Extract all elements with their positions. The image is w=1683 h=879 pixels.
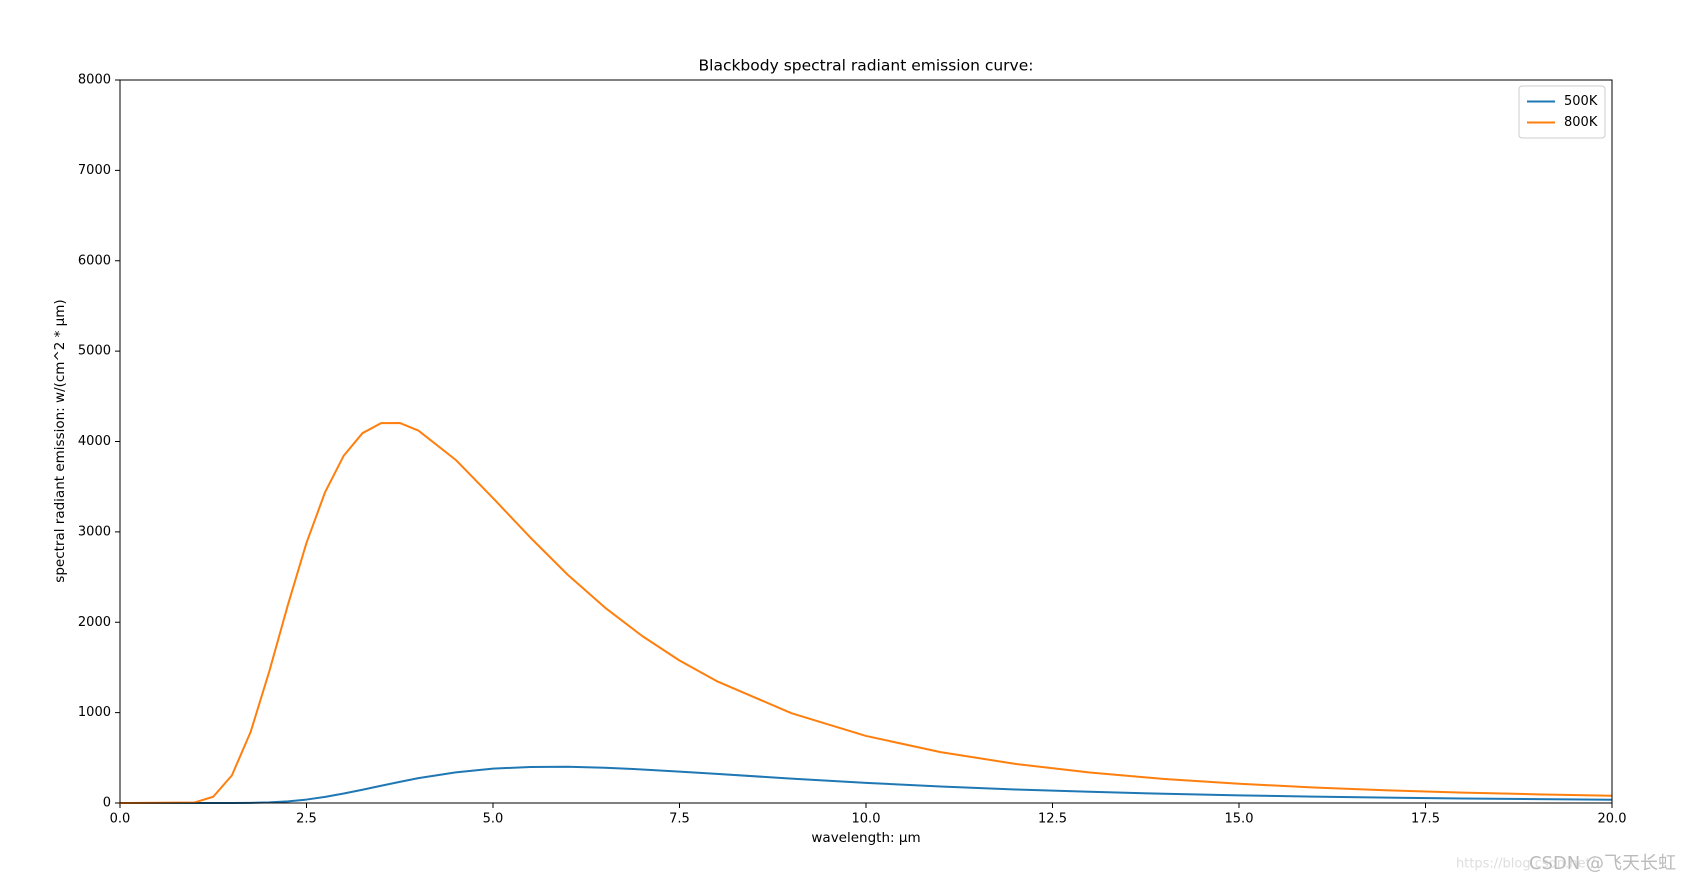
chart-title: Blackbody spectral radiant emission curv… xyxy=(699,57,1034,75)
legend-box xyxy=(1518,85,1606,139)
x-tick-label: 0.0 xyxy=(110,812,131,827)
y-tick-label: 7000 xyxy=(78,163,111,178)
y-tick-label: 8000 xyxy=(78,73,111,88)
x-tick-label: 7.5 xyxy=(669,812,690,827)
y-tick-label: 6000 xyxy=(78,253,111,268)
watermark-url: https://blog.csdn.net/ xyxy=(1456,857,1596,872)
watermark: CSDN @飞天长虹 xyxy=(1529,853,1676,874)
y-tick-label: 3000 xyxy=(78,524,111,539)
x-tick-label: 10.0 xyxy=(852,812,881,827)
y-tick-label: 4000 xyxy=(78,434,111,449)
y-tick-label: 1000 xyxy=(78,705,111,720)
plot-frame xyxy=(119,79,1613,804)
x-tick-label: 12.5 xyxy=(1038,812,1067,827)
data-line xyxy=(119,421,1613,804)
x-axis-label: wavelength: μm xyxy=(811,830,920,846)
legend-label: 800K xyxy=(1564,115,1598,130)
x-tick-label: 5.0 xyxy=(483,812,504,827)
y-axis-label: spectral radiant emission: w/(cm^2 * μm) xyxy=(52,299,68,582)
x-tick-label: 17.5 xyxy=(1411,812,1440,827)
y-tick-label: 5000 xyxy=(78,344,111,359)
x-tick-label: 20.0 xyxy=(1598,812,1627,827)
legend-label: 500K xyxy=(1564,94,1598,109)
data-line xyxy=(120,765,1613,804)
y-tick-label: 2000 xyxy=(78,615,111,630)
y-tick-label: 0 xyxy=(103,796,111,811)
x-tick-label: 2.5 xyxy=(296,812,317,827)
x-tick-label: 15.0 xyxy=(1225,812,1254,827)
